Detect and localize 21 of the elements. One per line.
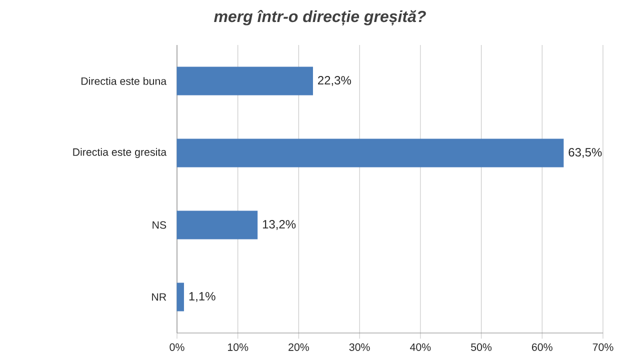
- x-tick-label: 40%: [410, 343, 431, 351]
- x-tick-label: 30%: [349, 343, 370, 351]
- y-tick-label: Directia este gresita: [73, 148, 167, 158]
- x-tick-label: 50%: [471, 343, 492, 351]
- y-tick-label: Directia este buna: [82, 77, 167, 85]
- bar: [176, 282, 184, 312]
- x-tick-label: 70%: [592, 343, 614, 351]
- data-label: 63,5%: [568, 148, 602, 158]
- chart-title: merg într-o direcție greșită?: [214, 10, 426, 26]
- data-label: 1,1%: [189, 292, 216, 302]
- y-tick-label: NR: [152, 293, 166, 301]
- x-tick-label: 10%: [228, 343, 248, 351]
- x-tick-label: 20%: [288, 343, 309, 351]
- bar: [176, 66, 313, 96]
- x-tick-label: 60%: [532, 343, 552, 351]
- y-tick-label: NS: [152, 221, 166, 229]
- data-label: 13,2%: [262, 220, 296, 230]
- x-tick-label: 0%: [170, 343, 184, 351]
- bar: [176, 138, 564, 168]
- bar: [176, 210, 258, 240]
- data-label: 22,3%: [318, 76, 352, 86]
